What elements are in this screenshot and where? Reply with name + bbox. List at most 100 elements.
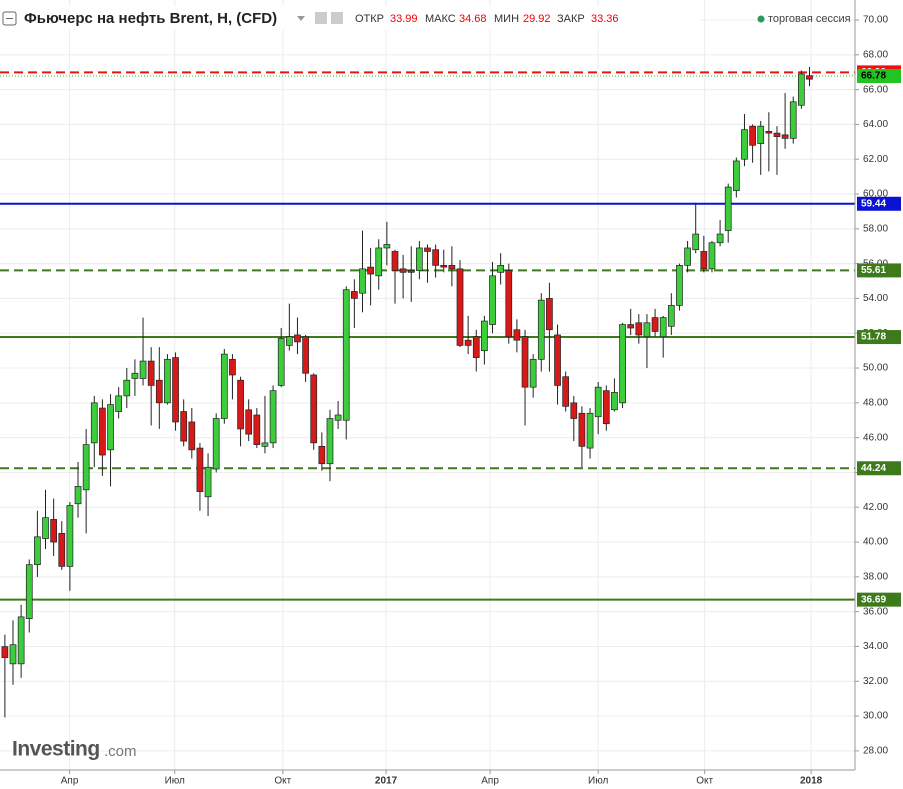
y-tick-label: 66.00 bbox=[863, 84, 888, 95]
level-label: 36.69 bbox=[861, 594, 886, 605]
candle-body bbox=[107, 404, 114, 451]
dropdown-arrow[interactable] bbox=[297, 16, 305, 21]
candle-body bbox=[464, 339, 472, 346]
open-label: ОТКР bbox=[355, 13, 384, 25]
candle-body bbox=[17, 616, 25, 665]
open-value: 33.99 bbox=[390, 13, 418, 25]
candle-body bbox=[155, 379, 163, 404]
y-tick-label: 38.00 bbox=[863, 571, 888, 582]
candle-body bbox=[66, 505, 74, 567]
level-label: 59.44 bbox=[861, 198, 886, 209]
candle-body bbox=[82, 444, 90, 491]
candle-body bbox=[416, 247, 423, 271]
y-tick-label: 60.00 bbox=[863, 189, 888, 200]
candle-body bbox=[212, 418, 220, 470]
candle-body bbox=[789, 101, 797, 139]
y-tick-label: 70.00 bbox=[863, 15, 888, 26]
candle-body bbox=[489, 275, 496, 325]
candle-body bbox=[611, 392, 618, 411]
candle-body bbox=[757, 125, 765, 144]
candle-body bbox=[716, 233, 724, 244]
y-tick-label: 40.00 bbox=[863, 537, 888, 548]
candle-body bbox=[481, 320, 488, 351]
candle-body bbox=[302, 336, 309, 374]
candle-body bbox=[285, 336, 293, 346]
close-value: 33.36 bbox=[591, 13, 619, 25]
candle-body bbox=[643, 322, 651, 338]
candle-body bbox=[708, 242, 716, 270]
candle-body bbox=[546, 298, 553, 331]
y-tick-label: 58.00 bbox=[863, 223, 888, 234]
candle-body bbox=[131, 372, 139, 379]
candle-body bbox=[448, 265, 456, 270]
candle-body bbox=[513, 329, 521, 341]
candle-body bbox=[391, 251, 399, 271]
level-label-box bbox=[857, 592, 901, 607]
candle-body bbox=[237, 379, 244, 430]
candle-body bbox=[635, 322, 643, 336]
candle-body bbox=[261, 442, 269, 447]
x-tick-label: 2018 bbox=[800, 776, 823, 787]
level-label-box bbox=[857, 69, 901, 84]
level-label-box bbox=[857, 461, 901, 476]
settings-icon[interactable] bbox=[315, 12, 327, 24]
candle-body bbox=[90, 402, 98, 444]
candle-body bbox=[245, 409, 253, 435]
level-label: 66.78 bbox=[861, 71, 886, 82]
candle-body bbox=[781, 134, 789, 139]
candle-body bbox=[407, 270, 415, 273]
x-tick-label: Апр bbox=[61, 776, 79, 787]
candle-body bbox=[724, 186, 732, 231]
x-tick-label: Окт bbox=[696, 776, 713, 787]
candle-body bbox=[497, 265, 504, 273]
candle-body bbox=[220, 353, 228, 419]
x-tick-label: Июл bbox=[588, 776, 608, 787]
session-dot bbox=[757, 15, 765, 23]
x-tick-label: Апр bbox=[481, 776, 499, 787]
high-value: 34.68 bbox=[459, 13, 487, 25]
candle-body bbox=[692, 233, 700, 251]
candle-body bbox=[773, 132, 781, 137]
candle-body bbox=[432, 249, 439, 266]
y-tick-label: 32.00 bbox=[863, 676, 888, 687]
candle-body bbox=[1, 646, 9, 658]
y-tick-label: 54.00 bbox=[863, 293, 888, 304]
candle-body bbox=[521, 336, 529, 388]
candle-body bbox=[562, 376, 570, 407]
settings-icon[interactable] bbox=[331, 12, 343, 24]
candle-body bbox=[164, 358, 171, 404]
candle-body bbox=[424, 247, 431, 252]
candle-body bbox=[375, 247, 383, 277]
candle-body bbox=[806, 75, 813, 80]
candle-body bbox=[188, 421, 196, 451]
candle-body bbox=[351, 291, 358, 299]
candle-body bbox=[578, 412, 586, 447]
candle-body bbox=[586, 412, 594, 449]
level-label-box bbox=[857, 330, 901, 345]
candle-body bbox=[123, 379, 131, 397]
x-tick-label: Окт bbox=[274, 776, 291, 787]
candle-body bbox=[741, 129, 748, 160]
candle-body bbox=[9, 644, 17, 665]
candles bbox=[1, 66, 813, 718]
candle-body bbox=[732, 160, 740, 191]
y-tick-label: 46.00 bbox=[863, 432, 888, 443]
candle-body bbox=[383, 244, 391, 249]
candle-body bbox=[684, 247, 691, 266]
level-label-box bbox=[857, 263, 901, 278]
level-label: 55.61 bbox=[861, 265, 886, 276]
candle-body bbox=[204, 466, 212, 498]
y-tick-label: 64.00 bbox=[863, 119, 888, 130]
candle-body bbox=[667, 305, 675, 327]
candle-body bbox=[277, 338, 285, 386]
candle-body bbox=[651, 317, 659, 332]
candle-body bbox=[529, 358, 537, 388]
y-tick-label: 28.00 bbox=[863, 745, 888, 756]
candle-body bbox=[139, 360, 147, 379]
candle-body bbox=[594, 386, 602, 418]
candle-body bbox=[269, 390, 277, 444]
candle-body bbox=[399, 268, 407, 273]
y-tick-label: 30.00 bbox=[863, 711, 888, 722]
